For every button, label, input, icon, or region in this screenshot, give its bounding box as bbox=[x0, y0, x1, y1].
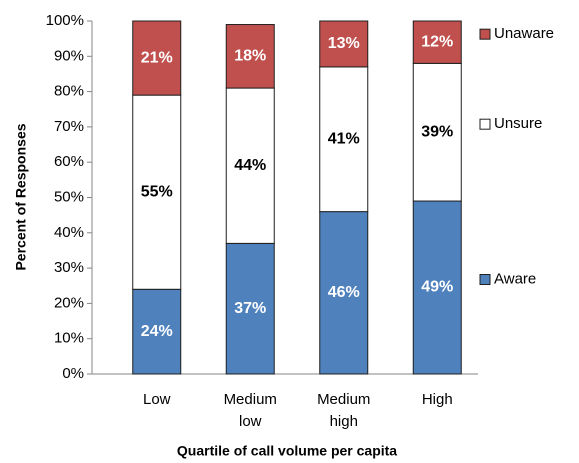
bar-segment bbox=[319, 66, 369, 213]
legend-label: Unsure bbox=[494, 115, 542, 132]
y-tick-label: 40% bbox=[54, 224, 84, 241]
bar-segment bbox=[225, 24, 275, 89]
data-label: 13% bbox=[328, 35, 360, 52]
bar-segment bbox=[132, 94, 182, 290]
bar-segment bbox=[132, 20, 182, 96]
data-label: 44% bbox=[234, 157, 266, 174]
y-tick-label: 50% bbox=[54, 188, 84, 205]
y-axis-title: Percent of Responses bbox=[13, 123, 29, 270]
data-label: 12% bbox=[421, 33, 453, 50]
data-label: 49% bbox=[421, 279, 453, 296]
x-axis-title: Quartile of call volume per capita bbox=[177, 443, 397, 459]
bar-segment bbox=[412, 20, 462, 64]
y-tick-label: 20% bbox=[54, 294, 84, 311]
bar-segment bbox=[225, 87, 275, 244]
y-tick-label: 100% bbox=[46, 12, 84, 29]
data-label: 37% bbox=[234, 300, 266, 317]
data-label: 55% bbox=[141, 183, 173, 200]
data-label: 39% bbox=[421, 123, 453, 140]
y-tick-label: 80% bbox=[54, 83, 84, 100]
legend-label: Unaware bbox=[494, 25, 554, 42]
legend-swatch bbox=[479, 28, 491, 40]
x-tick-label: Medium high bbox=[317, 391, 370, 430]
bar-segment bbox=[319, 20, 369, 68]
y-tick-label: 70% bbox=[54, 118, 84, 135]
bar-segment bbox=[225, 242, 275, 375]
x-tick-label: Low bbox=[143, 391, 171, 408]
data-label: 24% bbox=[141, 323, 173, 340]
data-label: 46% bbox=[328, 284, 360, 301]
x-tick-label: Medium low bbox=[224, 391, 277, 430]
data-label: 21% bbox=[141, 49, 173, 66]
legend-swatch bbox=[479, 274, 491, 286]
legend-label: Aware bbox=[494, 270, 536, 287]
data-label: 41% bbox=[328, 130, 360, 147]
y-tick-label: 10% bbox=[54, 330, 84, 347]
y-tick-label: 60% bbox=[54, 153, 84, 170]
data-label: 18% bbox=[234, 48, 266, 65]
y-tick-label: 30% bbox=[54, 259, 84, 276]
legend-swatch bbox=[479, 118, 491, 130]
x-tick-label: High bbox=[422, 391, 453, 408]
bar-segment bbox=[412, 200, 462, 375]
y-tick-label: 0% bbox=[62, 365, 84, 382]
bar-segment bbox=[132, 288, 182, 375]
bar-segment bbox=[319, 211, 369, 375]
y-tick-label: 90% bbox=[54, 47, 84, 64]
